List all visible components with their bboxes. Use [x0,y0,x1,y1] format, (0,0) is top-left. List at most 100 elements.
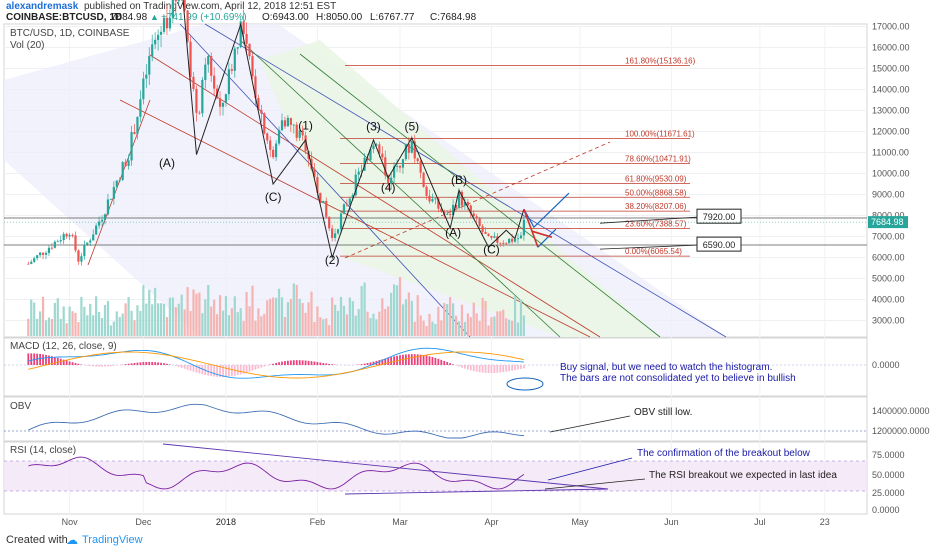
macd-histogram-bar [225,365,227,377]
volume-bar [151,304,154,336]
macd-histogram-bar [393,356,395,365]
macd-histogram-bar [440,359,443,365]
obv-tick: 1400000.0000 [872,406,930,416]
candle-body [484,231,487,234]
obv-tick: 1200000.0000 [872,426,930,436]
candle-body [95,225,98,235]
macd-histogram-bar [216,365,218,377]
macd-histogram-bar [245,365,248,373]
macd-histogram-bar [169,364,171,365]
price-tick: 12000.00 [872,127,910,137]
volume-bar [257,308,260,336]
candle-body [401,159,405,168]
volume-bar [248,306,251,336]
candle-body [328,216,331,229]
candle-body [162,17,166,32]
candle-body [124,162,127,166]
author-name[interactable]: alexandremask [6,1,79,12]
candle-body [289,117,292,125]
projection-down-arrow-2 [531,230,553,238]
candle-body [487,233,490,236]
macd-histogram-bar [107,365,109,367]
volume-bar [466,313,469,336]
candle-body [148,56,151,75]
obv-annotation: OBV still low. [634,407,692,418]
volume-bar [475,313,478,336]
volume-bar [449,296,452,336]
candle-body [478,218,481,227]
macd-histogram-bar [198,365,201,374]
candle-body [89,240,92,243]
candlesticks [27,0,525,266]
candle-body [422,172,425,187]
candle-body [224,94,228,103]
volume-bar [221,310,225,336]
candle-body [130,132,133,161]
macd-histogram-bar [328,363,331,365]
time-tick: May [571,517,589,527]
macd-histogram-bar [27,353,30,365]
price-tick: 5000.00 [872,274,905,284]
macd-histogram-bar [437,358,440,365]
macd-histogram-bar [514,365,516,371]
candle-body [168,17,171,29]
macd-histogram-bar [372,361,375,365]
volume-bar [239,308,242,336]
candle-body [65,233,68,237]
candle-body [516,238,520,240]
macd-histogram-bar [289,360,292,365]
volume-bar [180,294,183,336]
macd-histogram-bar [219,365,221,377]
macd-histogram-bar [511,365,513,371]
projection-down-arrow [523,208,539,248]
macd-histogram-bar [316,362,319,365]
macd-histogram-bar [230,365,233,377]
volume-bar [493,316,496,336]
rsi-annotation-pointer [547,457,633,481]
time-tick: Mar [392,517,408,527]
price-tick: 9000.00 [872,190,905,200]
volume-bar [30,299,33,336]
macd-histogram-bar [95,365,98,367]
candle-body [410,141,413,153]
macd-histogram-bar [378,360,381,365]
macd-histogram-bar [68,361,71,365]
macd-histogram-bar [499,365,502,373]
rsi-pane-title: RSI (14, close) [10,445,77,456]
volume-bar [136,305,139,336]
rsi-trendline-lower [344,488,609,495]
volume-bar [422,320,425,336]
macd-histogram-bar [148,361,151,365]
volume-bar [369,318,372,336]
macd-histogram-bar [207,365,210,376]
obv-line [28,403,524,439]
macd-histogram-bar [53,357,56,365]
time-tick: Jun [664,517,679,527]
macd-histogram-bar [101,365,103,367]
macd-histogram-bar [284,361,286,365]
candle-body [446,214,449,215]
tradingview-brand[interactable]: TradingView [82,534,143,546]
macd-pane[interactable] [3,337,868,397]
volume-bar [133,320,136,336]
candle-body [407,144,410,153]
volume-bar [339,296,343,336]
rsi-tick: 25.0000 [872,488,905,498]
macd-histogram-bar [281,361,283,365]
volume-bar [469,317,472,336]
candle-body [384,157,387,176]
candle-body [218,98,222,107]
macd-histogram-bar [484,365,487,373]
candle-body [41,252,45,255]
obv-annotation-pointer [549,415,631,433]
obv-pane[interactable] [3,396,868,442]
candle-body [360,170,363,172]
candle-body [207,56,210,65]
inner-channel-lower [239,39,561,338]
macd-annotation: The bars are not consolidated yet to bel… [560,373,796,384]
candle-body [496,236,499,243]
volume-bar [295,285,298,336]
volume-bar [142,285,145,336]
candle-body [154,39,157,45]
